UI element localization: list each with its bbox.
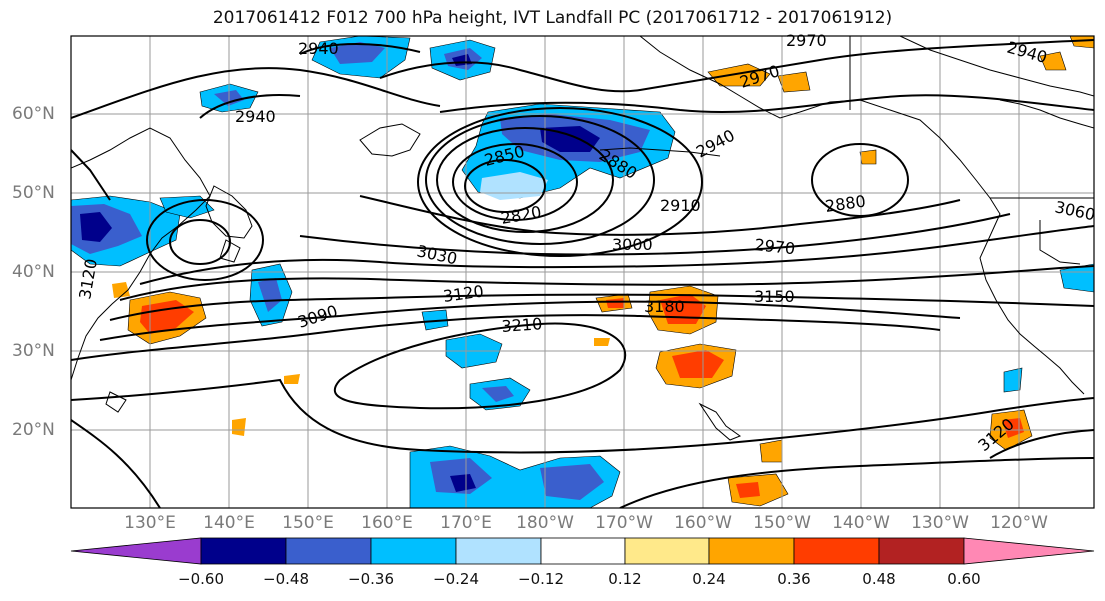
contour-label: 2910 xyxy=(660,196,701,215)
lon-label: 180°W xyxy=(516,513,574,533)
lon-label: 170°E xyxy=(440,513,492,533)
colorbar-tick: −0.24 xyxy=(433,570,479,588)
contour-label: 2970 xyxy=(754,235,796,258)
contour-label: 2820 xyxy=(499,202,542,228)
contour-label: 3180 xyxy=(644,297,685,316)
colorbar-tick: −0.36 xyxy=(348,570,394,588)
lat-label: 60°N xyxy=(12,104,55,124)
contour-label: 3150 xyxy=(754,287,795,306)
lat-label: 30°N xyxy=(12,341,55,361)
colorbar-tick: −0.12 xyxy=(518,570,564,588)
contour-label: 2940 xyxy=(298,39,339,58)
contour-label: 2970 xyxy=(786,31,827,50)
lon-label: 160°W xyxy=(674,513,732,533)
contour-label: 3060 xyxy=(1053,197,1097,224)
contour-label: 3120 xyxy=(442,281,485,305)
contour-label: 2940 xyxy=(235,107,276,126)
colorbar-tick: 0.12 xyxy=(608,570,642,588)
lon-label: 120°W xyxy=(990,513,1048,533)
lon-label: 160°E xyxy=(361,513,413,533)
contour-label: 2940 xyxy=(693,126,738,162)
colorbar-tick: 0.36 xyxy=(777,570,811,588)
map-frame xyxy=(70,35,1095,509)
contour-label: 3210 xyxy=(501,314,543,336)
contour-label: 3000 xyxy=(612,235,653,254)
colorbar-tick: 0.24 xyxy=(692,570,726,588)
lon-label: 130°E xyxy=(124,513,176,533)
lon-label: 170°W xyxy=(595,513,653,533)
lon-label: 140°E xyxy=(203,513,255,533)
lon-label: 130°W xyxy=(911,513,969,533)
coastlines xyxy=(71,36,1094,441)
colorbar-tick: 0.48 xyxy=(862,570,896,588)
lat-label: 20°N xyxy=(12,420,55,440)
colorbar-tick: −0.60 xyxy=(178,570,224,588)
height-contours xyxy=(71,39,1094,508)
contour-label: 3120 xyxy=(75,257,101,300)
colorbar xyxy=(70,537,1095,565)
contour-label: 2880 xyxy=(824,191,867,215)
colorbar-tick: 0.60 xyxy=(947,570,981,588)
lon-label: 140°W xyxy=(832,513,890,533)
lat-label: 50°N xyxy=(12,183,55,203)
lat-label: 40°N xyxy=(12,262,55,282)
map-grid xyxy=(71,36,1094,508)
lon-label: 150°W xyxy=(753,513,811,533)
lon-label: 150°E xyxy=(282,513,334,533)
map-title: 2017061412 F012 700 hPa height, IVT Land… xyxy=(212,8,893,28)
contour-label: 3090 xyxy=(295,301,340,332)
colorbar-tick: −0.48 xyxy=(263,570,309,588)
